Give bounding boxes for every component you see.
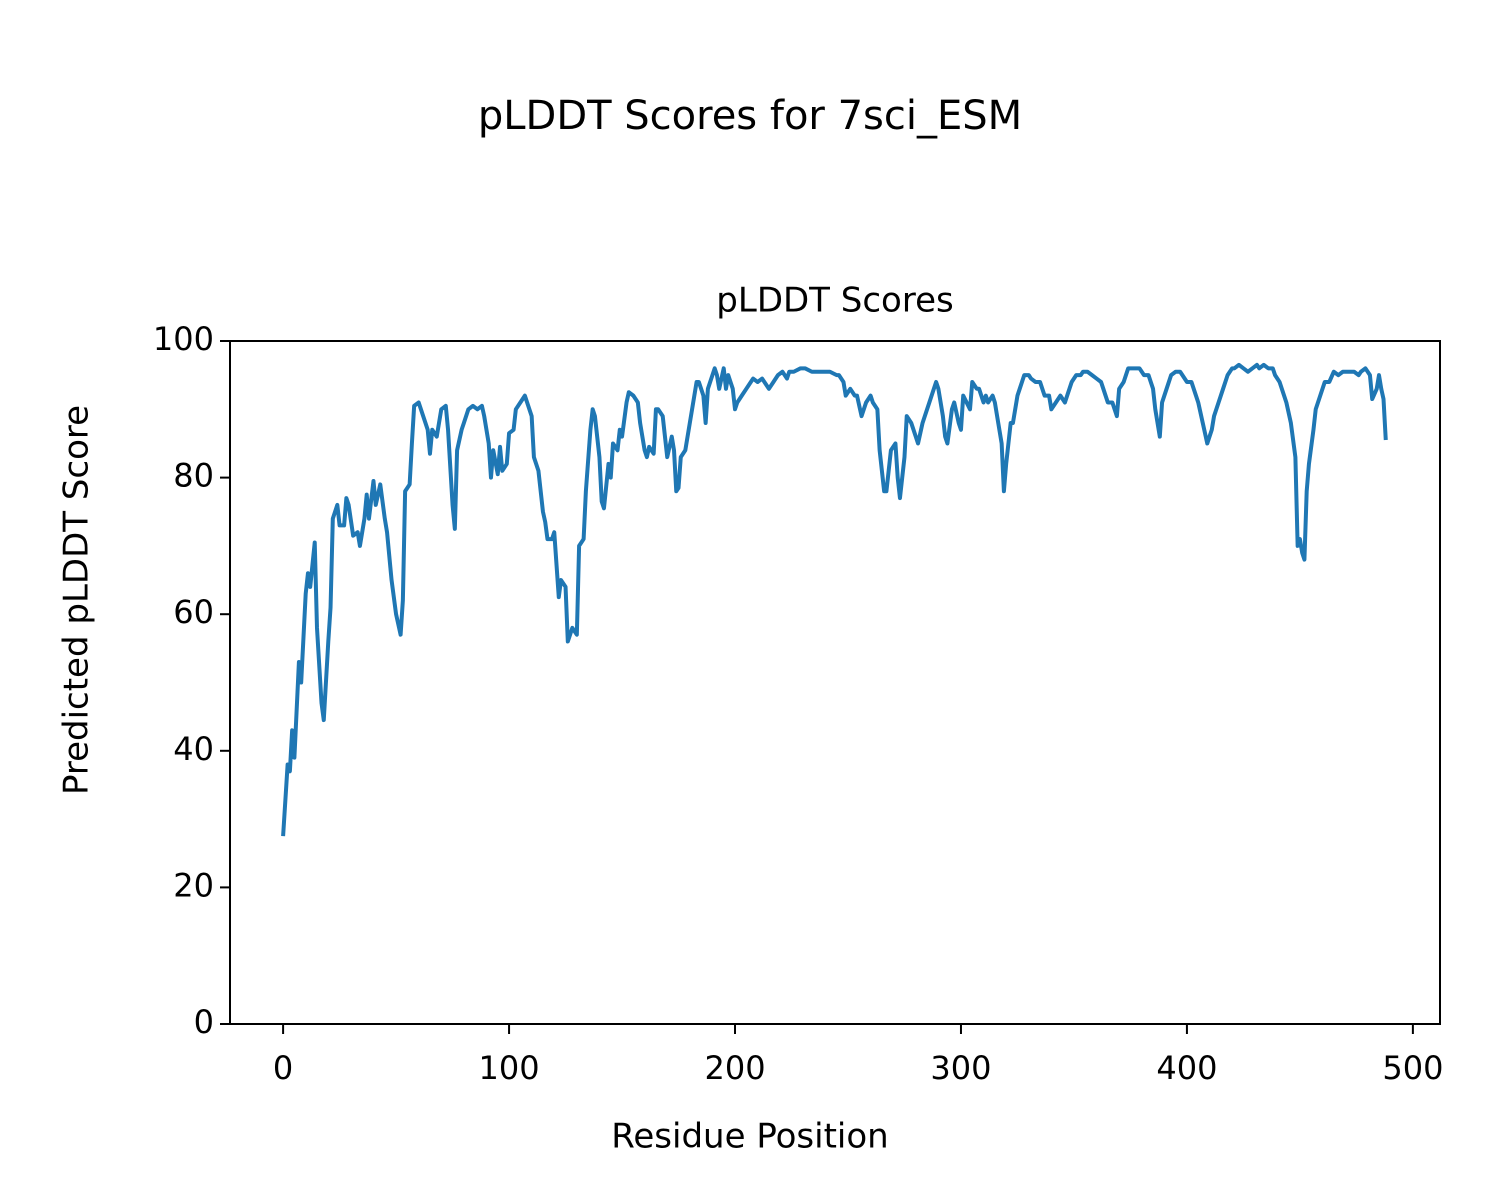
y-tick-label: 20 xyxy=(173,866,214,904)
y-tick-label: 80 xyxy=(173,457,214,495)
y-axis-label: Predicted pLDDT Score xyxy=(57,405,97,795)
y-tick-label: 0 xyxy=(194,1003,214,1041)
y-tick-label: 60 xyxy=(173,593,214,631)
plot-frame xyxy=(229,340,1441,1025)
x-tick-label: 200 xyxy=(704,1049,765,1087)
y-tick-label: 40 xyxy=(173,730,214,768)
x-tick-label: 400 xyxy=(1156,1049,1217,1087)
chart-subtitle: pLDDT Scores xyxy=(716,281,953,321)
x-tick-label: 300 xyxy=(930,1049,991,1087)
x-tick-label: 500 xyxy=(1382,1049,1443,1087)
data-line xyxy=(281,362,1388,837)
x-tick-label: 100 xyxy=(479,1049,540,1087)
x-tick-label: 0 xyxy=(273,1049,293,1087)
chart-title: pLDDT Scores for 7sci_ESM xyxy=(478,93,1022,139)
x-axis-label: Residue Position xyxy=(611,1117,888,1157)
y-tick-label: 100 xyxy=(153,320,214,358)
